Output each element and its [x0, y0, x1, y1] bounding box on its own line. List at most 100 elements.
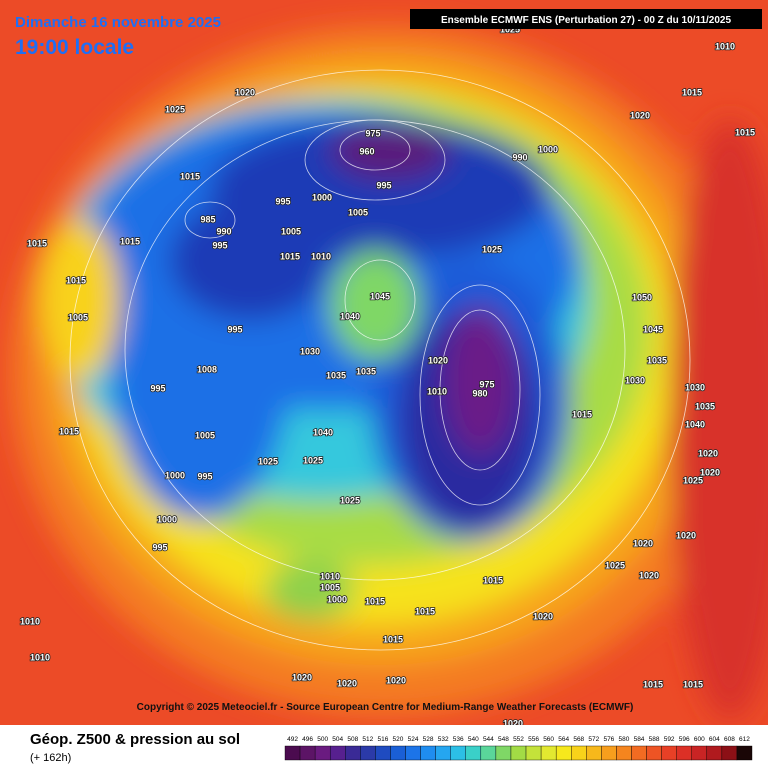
isobar-labels: 1025102010251010101510201015975960990100…	[19, 24, 756, 728]
copyright: Copyright © 2025 Meteociel.fr - Source E…	[137, 702, 634, 713]
isobar-label: 1005	[320, 582, 340, 592]
scale-swatch	[465, 745, 482, 761]
isobar-label: 975	[479, 379, 494, 389]
scale-swatch	[721, 745, 738, 761]
isobar-label: 1010	[311, 251, 331, 261]
isobar-label: 1008	[197, 364, 217, 374]
isobar-label: 1040	[685, 419, 705, 429]
scale-swatch	[601, 745, 617, 761]
isobar-label: 1010	[427, 386, 447, 396]
isobar-label: 1020	[676, 530, 696, 540]
isobar-label: 990	[512, 152, 527, 162]
isobar-label: 995	[152, 542, 167, 552]
scale-swatch	[706, 745, 723, 761]
scale-swatch	[571, 745, 587, 761]
scale-swatch	[480, 745, 497, 761]
scale-label: 548	[498, 736, 509, 743]
isobar-label: 1015	[483, 575, 503, 585]
isobar-label: 1015	[280, 251, 300, 261]
isobar-label: 1010	[320, 571, 340, 581]
isobar-label: 1015	[180, 171, 200, 181]
banner-bg	[410, 9, 762, 29]
isobar-label: 1015	[643, 679, 663, 689]
isobar-label: 975	[365, 128, 380, 138]
isobar-label: 1045	[643, 324, 663, 334]
color-scale: 492 496 500 504 508 512 516 520 524 528 532 536 540 5…	[284, 736, 753, 761]
scale-label: 576	[603, 736, 614, 743]
isobar-label: 995	[150, 383, 165, 393]
scale-label: 552	[513, 736, 524, 743]
isobar-label: 1015	[383, 634, 403, 644]
isobar-label: 1020	[292, 672, 312, 682]
scale-label: 504	[332, 736, 343, 743]
scale-swatch	[435, 745, 451, 761]
isobar-label: 1030	[300, 346, 320, 356]
scale-swatch	[299, 745, 316, 761]
scale-swatch	[631, 745, 647, 761]
scale-label: 612	[739, 736, 750, 743]
isobar-label: 1025	[165, 104, 185, 114]
isobar-label: 1015	[572, 409, 592, 419]
isobar-label: 1000	[327, 594, 347, 604]
banner: Ensemble ECMWF ENS (Perturbation 27) - 0…	[441, 15, 732, 26]
isobar-label: 1010	[715, 41, 735, 51]
date: Dimanche 16 novembre 2025	[15, 14, 221, 31]
scale-label: 584	[634, 736, 645, 743]
isobar-label: 1015	[27, 238, 47, 248]
scale-swatch	[540, 745, 557, 761]
isobar-label: 1025	[303, 455, 323, 465]
scale-swatch	[450, 745, 466, 761]
scale-label: 556	[528, 736, 539, 743]
isobar-label: 1000	[165, 470, 185, 480]
isobar-label: 1035	[326, 370, 346, 380]
scale-swatch	[345, 745, 361, 761]
isobar-label: 1040	[313, 427, 333, 437]
scale-swatch	[284, 745, 301, 761]
isobar-label: 1015	[66, 275, 86, 285]
scale-swatch	[390, 745, 406, 761]
scale-swatch	[691, 745, 708, 761]
isobar-label: 1020	[386, 675, 406, 685]
isobar-label: 1000	[157, 514, 177, 524]
isobar-label: 1020	[633, 538, 653, 548]
scale-swatch	[375, 745, 391, 761]
scale-swatch	[616, 745, 632, 761]
scale-swatch	[555, 745, 572, 761]
isobar-label: 995	[376, 180, 391, 190]
scale-label: 540	[468, 736, 479, 743]
isobar-label: 1010	[20, 616, 40, 626]
scale-label: 496	[302, 736, 313, 743]
scale-swatch	[510, 745, 527, 761]
scale-label: 560	[543, 736, 554, 743]
isobar-label: 1020	[533, 611, 553, 621]
isobar-label: 1000	[312, 192, 332, 202]
scale-swatch	[646, 745, 662, 761]
isobar-label: 1005	[195, 430, 215, 440]
isobar-label: 1030	[685, 382, 705, 392]
isobar-label: 985	[200, 214, 215, 224]
isobar-label: 1015	[415, 606, 435, 616]
scale-label: 608	[724, 736, 735, 743]
scale-swatch	[329, 745, 346, 761]
isobar-label: 1000	[538, 144, 558, 154]
isobar-label: 1020	[428, 355, 448, 365]
isobar-label: 1025	[500, 24, 520, 34]
isobar-label: 1015	[735, 127, 755, 137]
isobar-label: 1035	[356, 366, 376, 376]
isobar-label: 1015	[59, 426, 79, 436]
isobar-label: 995	[212, 240, 227, 250]
isobar-label: 1015	[683, 679, 703, 689]
isobar-label: 1025	[340, 495, 360, 505]
isobar-label: 1040	[340, 311, 360, 321]
isobar-label: 1020	[503, 718, 523, 728]
scale-swatch	[586, 745, 602, 761]
isobar-label: 1005	[281, 226, 301, 236]
scale-swatch	[736, 745, 753, 761]
time: 19:00 locale	[15, 36, 134, 59]
scale-label: 592	[664, 736, 675, 743]
scale-swatch	[360, 745, 376, 761]
isobar-label: 1025	[683, 475, 703, 485]
legend-title: Géop. Z500 & pression au sol	[30, 731, 240, 748]
scale-label: 512	[362, 736, 373, 743]
